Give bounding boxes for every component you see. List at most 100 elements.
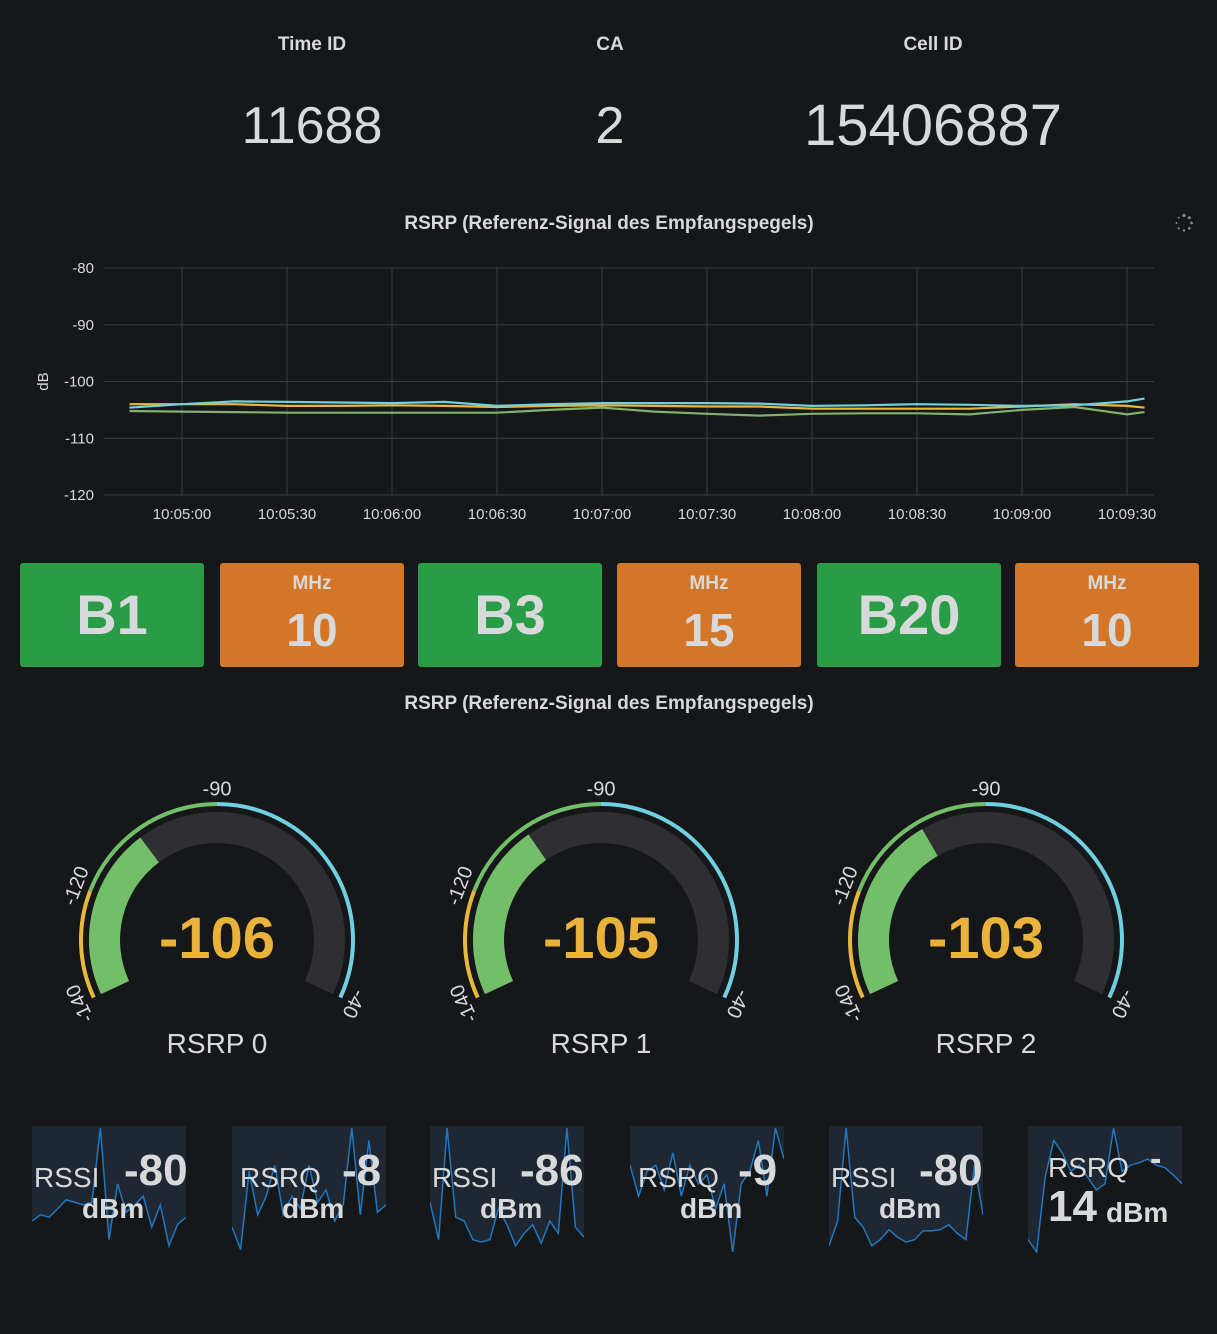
x-tick-label: 10:09:30 [1098, 506, 1156, 523]
sparkline-area [630, 1126, 784, 1252]
gauge-panel-title[interactable]: RSRP (Referenz-Signal des Empfangspegels… [404, 693, 814, 714]
stat-title-cell-id: Cell ID [903, 34, 963, 55]
sparkline [430, 1126, 584, 1248]
x-tick-label: 10:07:30 [678, 506, 736, 523]
gauge-label-rsrp-0: RSRP 0 [166, 1028, 268, 1059]
y-tick-label: -100 [64, 374, 94, 391]
mini-label: RSSI [34, 1162, 100, 1193]
y-axis-label: dB [35, 372, 52, 390]
sparkline-line [232, 1127, 386, 1250]
mini-unit: dBm [879, 1193, 942, 1224]
bandwidth-value: 15 [683, 604, 735, 656]
x-tick-label: 10:08:30 [888, 506, 946, 523]
rsrp-gauges: -106-140-120-90-40-105-140-120-90-40-103… [59, 778, 1139, 1020]
band-box-3: B20 [817, 563, 1001, 667]
stat-value-time-id: 11688 [241, 97, 383, 155]
mini-value: -86 [520, 1146, 584, 1195]
mini-value: -80 [124, 1146, 188, 1195]
mini-stat-rssi-1: RSSI -80 dBm [32, 1126, 188, 1254]
sparkline-line [430, 1127, 584, 1248]
rsrp-chart-title[interactable]: RSRP (Referenz-Signal des Empfangspegels… [404, 213, 814, 234]
x-tick-label: 10:05:30 [258, 506, 316, 523]
mini-value-second-line: 14 [1048, 1182, 1097, 1231]
threshold-band-mid [857, 802, 987, 892]
mini-label: RSRQ [638, 1162, 719, 1193]
x-tick-label: 10:06:00 [363, 506, 421, 523]
gauge-min-label: -140 [831, 981, 868, 1020]
mini-value: - [1150, 1140, 1162, 1178]
mini-label: RSRQ [240, 1162, 321, 1193]
x-tick-label: 10:08:00 [783, 506, 841, 523]
gauge-fill [858, 829, 938, 995]
sparkline-line [1028, 1127, 1182, 1254]
mini-label: RSSI [831, 1162, 897, 1193]
x-tick-label: 10:07:00 [573, 506, 631, 523]
sparkline [1028, 1126, 1182, 1254]
y-tick-label: -90 [72, 317, 94, 334]
gauge-threshold-label-top: -90 [587, 778, 616, 800]
stat-value-ca: 2 [595, 97, 625, 155]
mini-label: RSRQ [1048, 1152, 1129, 1183]
bandwidth-value: 10 [1081, 604, 1133, 656]
series-line-2 [129, 397, 1145, 409]
mini-stat-rsrq-3: RSRQ - 14 dBm [1028, 1126, 1182, 1254]
sparkline-area [32, 1126, 186, 1246]
mini-stat-rssi-3: RSSI -80 dBm [829, 1126, 983, 1254]
mini-unit: dBm [82, 1193, 145, 1224]
series-line-3 [129, 405, 1145, 417]
mini-unit: dBm [282, 1193, 345, 1224]
gauge-label-rsrp-2: RSRP 2 [935, 1028, 1037, 1059]
gauge-fill [473, 834, 547, 995]
gauge-threshold-label-top: -90 [972, 778, 1001, 800]
gauge-value: -105 [543, 906, 659, 971]
mini-stat-rsrq-1: RSRQ -8 dBm [232, 1126, 386, 1254]
bandwidth-value: 10 [286, 604, 338, 656]
threshold-band-high [216, 802, 355, 999]
series-line-1 [129, 403, 1145, 410]
bandwidth-unit: MHz [689, 573, 729, 594]
band-box-2: B3 [418, 563, 602, 667]
sparkline-line [32, 1127, 186, 1249]
gauge-min-label: -140 [62, 981, 99, 1020]
mini-value: -9 [738, 1146, 778, 1195]
band-label: B1 [76, 583, 148, 646]
y-tick-label: -120 [64, 487, 94, 504]
sparkline [630, 1126, 784, 1253]
mini-value: -8 [342, 1146, 382, 1195]
sparkline-area [1028, 1126, 1182, 1252]
threshold-band-mid [88, 802, 218, 892]
sparkline-line [630, 1127, 784, 1253]
sparkline [32, 1126, 186, 1249]
bandwidth-box-2: MHz 15 [617, 563, 801, 667]
y-tick-label: -80 [72, 260, 94, 277]
sparkline-area [829, 1126, 983, 1246]
sparkline-line [829, 1127, 983, 1247]
gauge-label-rsrp-1: RSRP 1 [550, 1028, 652, 1059]
threshold-band-high [600, 802, 739, 999]
sparkline [829, 1126, 983, 1247]
stat-value-cell-id: 15406887 [803, 93, 1063, 158]
threshold-band-low [848, 890, 865, 999]
band-label: B20 [857, 583, 961, 646]
rsrp-line-chart[interactable]: -80 -90 -100 -110 -120 10:05:00 10:05:30 10:06:… [0, 250, 1217, 540]
gauge-value: -103 [928, 906, 1044, 971]
gauge-min-label: -140 [446, 981, 483, 1020]
band-box-1: B1 [20, 563, 204, 667]
x-tick-label: 10:05:00 [153, 506, 211, 523]
gauge-threshold-label-top: -90 [203, 778, 232, 800]
gauge-value: -106 [159, 906, 275, 971]
bandwidth-unit: MHz [1087, 573, 1127, 594]
bandwidth-box-3: MHz 10 [1015, 563, 1199, 667]
mini-stat-rsrq-2: RSRQ -9 dBm [630, 1126, 784, 1254]
mini-unit: dBm [480, 1193, 543, 1224]
mini-unit: dBm [1106, 1197, 1169, 1228]
threshold-band-high [985, 802, 1124, 999]
x-tick-label: 10:06:30 [468, 506, 526, 523]
gauge-fill [89, 837, 159, 995]
mini-value: -80 [919, 1146, 983, 1195]
mini-stat-rssi-2: RSSI -86 dBm [430, 1126, 584, 1254]
threshold-band-mid [472, 802, 602, 892]
sparkline-area [430, 1126, 584, 1246]
stat-title-ca: CA [596, 34, 624, 55]
x-tick-label: 10:09:00 [993, 506, 1051, 523]
